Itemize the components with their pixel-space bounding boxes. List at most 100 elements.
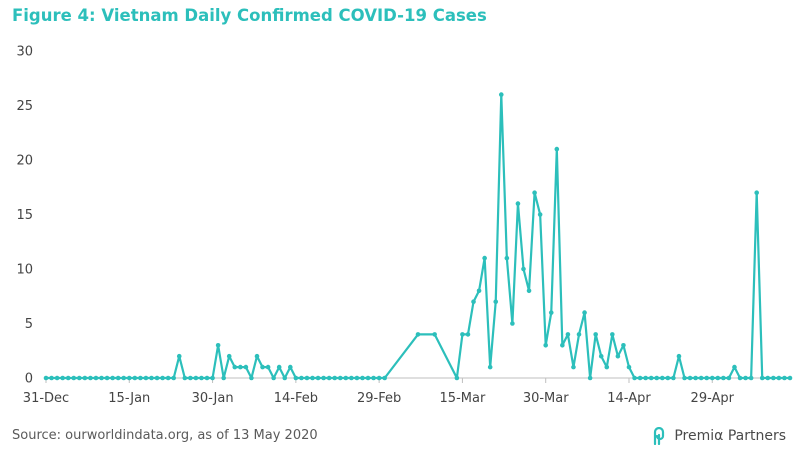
data-point bbox=[282, 375, 288, 381]
source-note: Source: ourworldindata.org, as of 13 May… bbox=[12, 428, 318, 443]
data-point bbox=[110, 375, 115, 381]
data-point bbox=[415, 332, 421, 337]
data-point bbox=[548, 310, 554, 315]
data-point bbox=[321, 375, 326, 381]
data-point bbox=[360, 375, 365, 381]
data-point bbox=[754, 190, 759, 195]
data-point bbox=[232, 364, 238, 370]
x-tick-label: 30-Jan bbox=[192, 391, 234, 406]
data-point bbox=[626, 364, 632, 370]
data-point bbox=[582, 310, 587, 315]
data-point bbox=[698, 375, 704, 381]
data-point bbox=[654, 375, 660, 381]
data-point bbox=[560, 343, 565, 348]
data-point bbox=[143, 375, 149, 381]
data-point bbox=[709, 375, 715, 381]
data-point bbox=[593, 332, 598, 337]
data-point bbox=[476, 288, 482, 294]
data-point bbox=[138, 375, 143, 381]
data-point bbox=[587, 375, 593, 381]
data-point bbox=[615, 353, 621, 359]
data-point bbox=[498, 92, 504, 97]
x-axis: 31-Dec 15-Jan 30-Jan 14-Feb 29-Feb 15-Mar 30-M… bbox=[23, 377, 790, 406]
data-point bbox=[460, 332, 465, 337]
data-point bbox=[337, 375, 343, 381]
data-point bbox=[721, 375, 726, 381]
data-point bbox=[521, 266, 526, 272]
data-point bbox=[687, 375, 693, 381]
data-point bbox=[199, 375, 204, 381]
data-point bbox=[43, 375, 49, 381]
data-point bbox=[759, 375, 765, 381]
data-point bbox=[149, 375, 154, 381]
data-point bbox=[365, 375, 371, 381]
data-point bbox=[637, 375, 643, 381]
data-point bbox=[215, 343, 221, 348]
data-point bbox=[643, 375, 648, 381]
x-tick-label: 15-Mar bbox=[440, 391, 486, 406]
data-point bbox=[732, 364, 737, 370]
data-point bbox=[332, 375, 338, 381]
series-layer bbox=[43, 92, 793, 381]
data-point bbox=[115, 375, 121, 381]
data-point bbox=[304, 375, 310, 381]
data-point bbox=[465, 332, 471, 337]
data-point bbox=[565, 332, 571, 337]
data-point bbox=[221, 375, 226, 381]
premia-logo-icon bbox=[654, 427, 665, 445]
y-tick-label: 25 bbox=[16, 99, 33, 114]
data-point bbox=[671, 375, 676, 381]
data-point bbox=[510, 321, 515, 326]
data-point bbox=[315, 375, 321, 381]
data-point bbox=[726, 375, 732, 381]
data-point bbox=[382, 375, 387, 381]
data-point bbox=[260, 364, 265, 370]
data-point bbox=[171, 375, 176, 381]
data-point bbox=[693, 375, 698, 381]
data-point bbox=[326, 375, 332, 381]
data-point bbox=[226, 353, 232, 359]
data-point bbox=[376, 375, 382, 381]
data-point bbox=[265, 364, 271, 370]
data-point bbox=[249, 375, 254, 381]
data-point bbox=[454, 375, 460, 381]
data-point bbox=[532, 190, 537, 195]
data-point bbox=[276, 364, 282, 370]
x-tick-label: 15-Jan bbox=[108, 391, 150, 406]
y-tick-label: 30 bbox=[16, 45, 33, 60]
x-tick-label: 29-Apr bbox=[691, 391, 735, 406]
y-tick-label: 0 bbox=[25, 372, 33, 387]
data-point bbox=[610, 332, 615, 337]
data-point bbox=[82, 375, 88, 381]
brand-name: Premiα Partners bbox=[674, 428, 786, 444]
x-tick-label: 29-Feb bbox=[357, 391, 401, 406]
data-point bbox=[571, 364, 576, 370]
data-point bbox=[543, 343, 548, 348]
data-point bbox=[77, 375, 82, 381]
data-point bbox=[632, 375, 637, 381]
data-point bbox=[310, 375, 315, 381]
data-point bbox=[515, 201, 521, 206]
data-point bbox=[432, 332, 437, 337]
data-point bbox=[243, 364, 249, 370]
x-tick-label: 31-Dec bbox=[23, 391, 69, 406]
x-tick-label: 14-Feb bbox=[274, 391, 318, 406]
data-point bbox=[737, 375, 743, 381]
data-point bbox=[93, 375, 99, 381]
y-tick-label: 10 bbox=[16, 263, 33, 278]
data-point bbox=[126, 375, 132, 381]
data-point bbox=[160, 375, 165, 381]
y-axis: 0 5 10 15 20 25 30 bbox=[16, 45, 33, 387]
data-point bbox=[537, 212, 543, 217]
data-point bbox=[193, 375, 199, 381]
data-point bbox=[576, 332, 582, 337]
data-point bbox=[71, 375, 77, 381]
data-point bbox=[188, 375, 193, 381]
data-point bbox=[210, 375, 215, 381]
data-point bbox=[676, 353, 682, 359]
chart-title: Figure 4: Vietnam Daily Confirmed COVID-… bbox=[12, 6, 487, 25]
data-point bbox=[787, 375, 793, 381]
brand-logo: Premiα Partners bbox=[651, 427, 786, 445]
